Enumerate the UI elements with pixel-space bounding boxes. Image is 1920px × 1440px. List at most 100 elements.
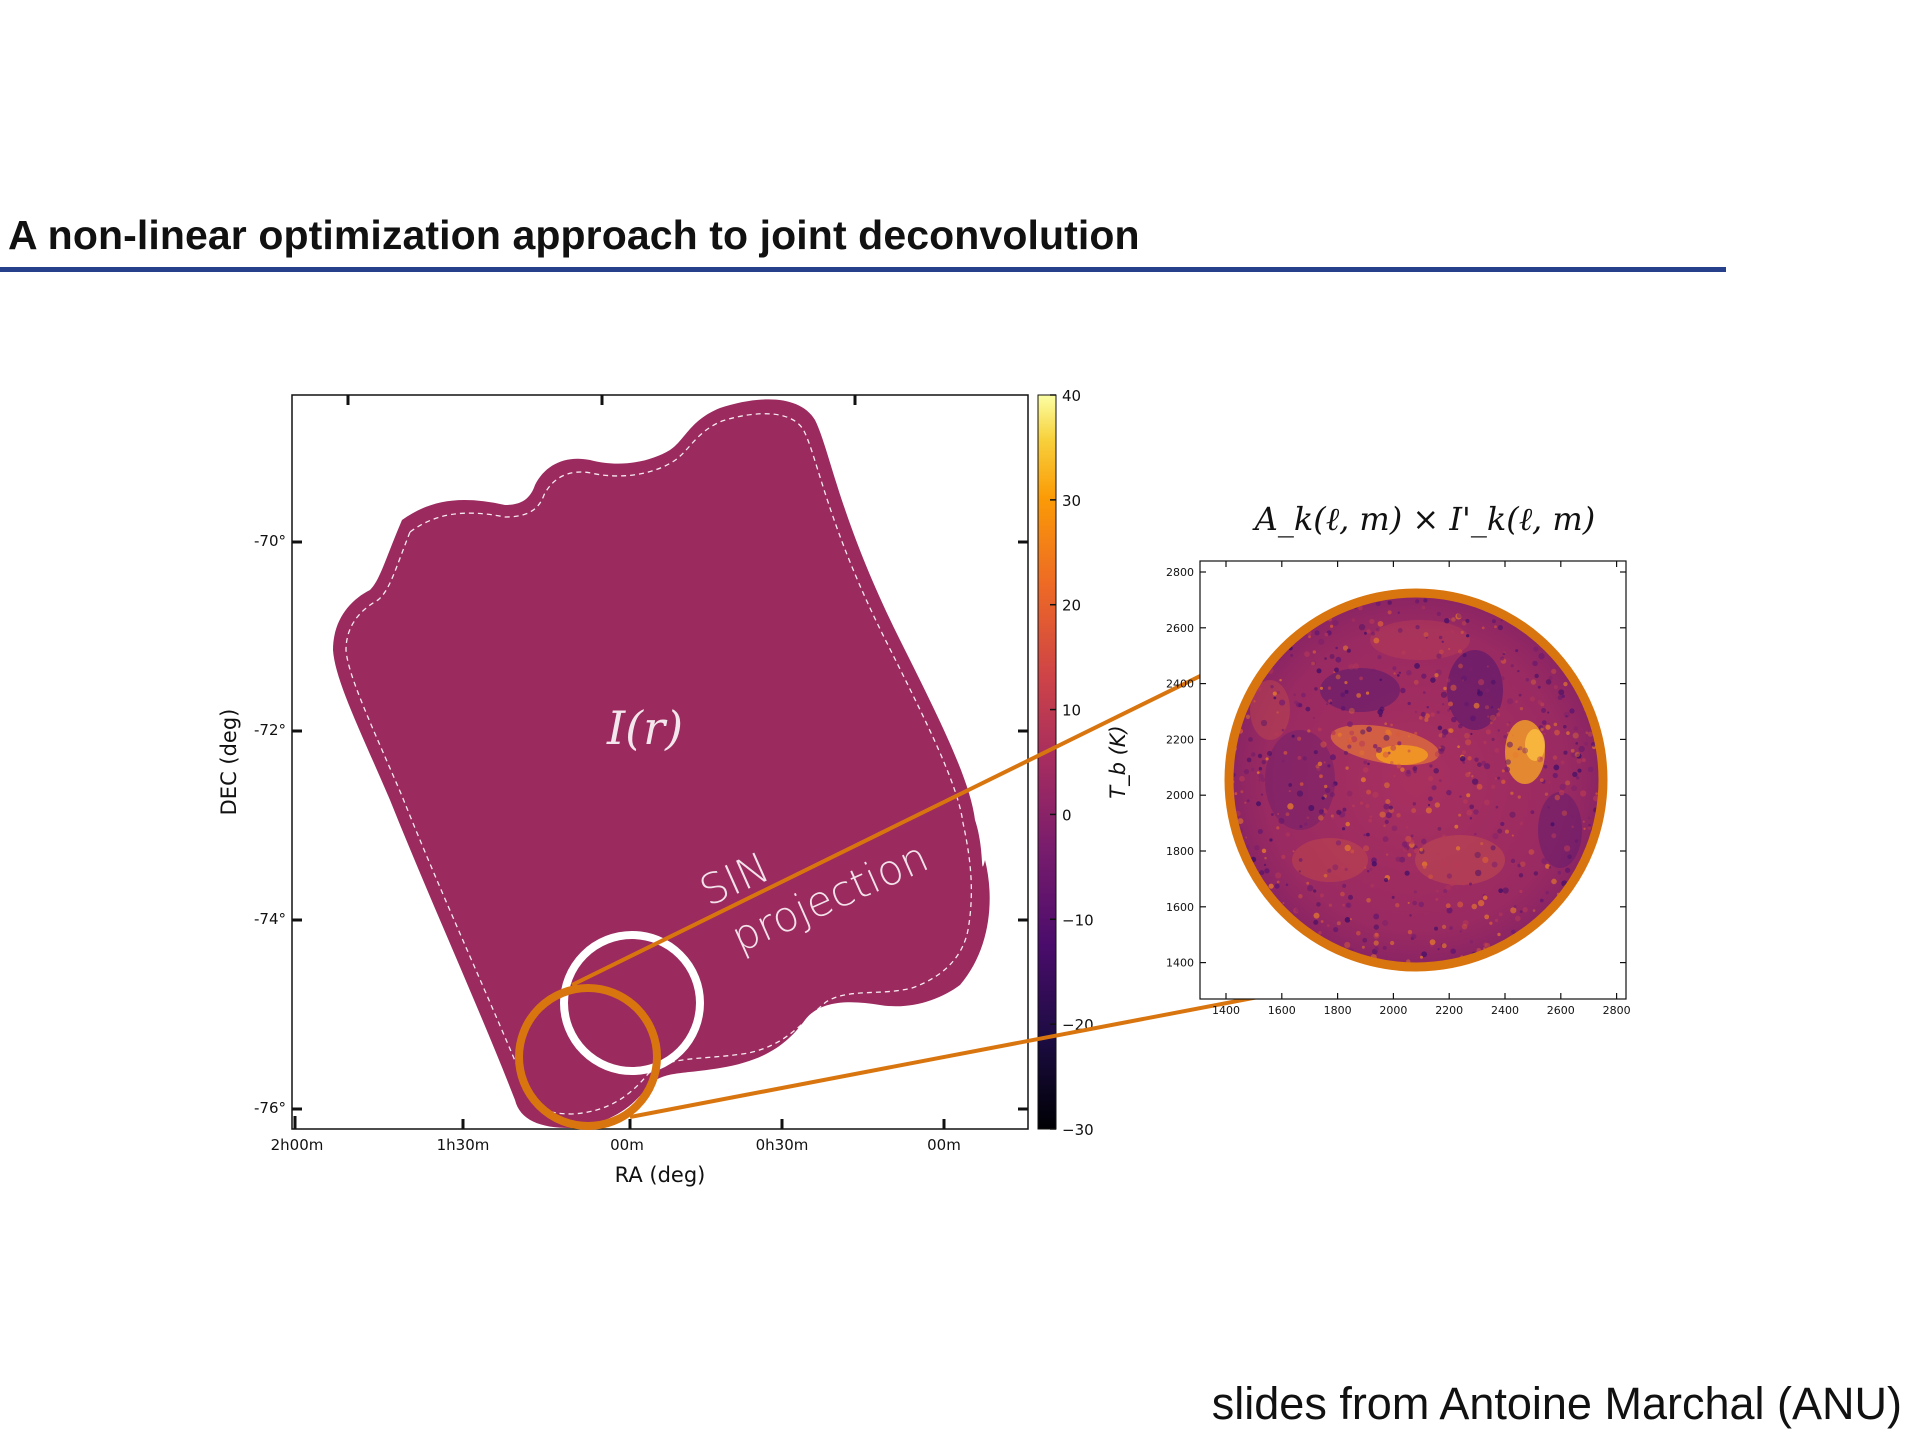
disk-speckle [1390,723,1393,727]
disk-speckle [1306,881,1310,885]
disk-speckle [1345,821,1350,827]
disk-speckle [1359,750,1365,756]
disk-speckle [1411,933,1417,940]
disk-speckle [1518,873,1524,878]
disk-speckle [1344,941,1351,948]
disk-speckle [1477,762,1482,767]
disk-speckle [1336,921,1341,926]
inset-xtick-label: 1800 [1324,1004,1352,1017]
disk-speckle [1484,705,1490,710]
disk-speckle [1316,668,1322,674]
disk-speckle [1544,792,1549,796]
disk-speckle [1477,690,1483,697]
disk-speckle [1260,793,1263,796]
disk-speckle [1553,764,1560,771]
disk-speckle [1506,741,1513,748]
disk-speckle [1350,736,1358,743]
disk-speckle [1560,760,1565,765]
disk-speckle [1264,868,1270,874]
disk-speckle [1397,611,1400,614]
disk-speckle [1537,700,1543,705]
disk-speckle [1470,880,1473,883]
disk-speckle [1248,737,1253,742]
slide-credit: slides from Antoine Marchal (ANU) [1211,1378,1902,1429]
disk-speckle [1374,946,1379,951]
disk-speckle [1369,815,1373,818]
colorbar-tick-label: 30 [1062,492,1081,510]
disk-speckle [1353,699,1357,703]
beam-circle-orange [515,984,661,1130]
disk-speckle [1473,809,1479,815]
disk-speckle [1421,861,1428,867]
disk-speckle [1519,821,1524,826]
beam-disk-outline [1224,588,1608,972]
disk-speckle [1382,836,1389,843]
disk-speckle [1460,630,1464,635]
disk-speckle [1395,856,1401,862]
disk-speckle [1468,666,1473,672]
disk-speckle [1446,789,1452,796]
disk-speckle [1497,776,1501,780]
disk-speckle [1415,599,1420,604]
disk-speckle [1318,809,1324,815]
disk-speckle [1391,825,1398,832]
disk-speckle [1449,926,1454,931]
disk-speckle [1539,898,1544,903]
inset-title: A_k(ℓ, m) × I'_k(ℓ, m) [1252,500,1595,538]
disk-speckle [1559,783,1566,791]
disk-speckle [1240,790,1244,794]
disk-speckle [1307,729,1311,733]
disk-speckle [1572,732,1579,739]
disk-speckle [1519,889,1523,894]
disk-speckle [1312,650,1316,654]
disk-speckle [1571,752,1577,758]
disk-speckle [1466,793,1471,798]
disk-speckle [1458,663,1463,669]
disk-speckle [1441,861,1448,867]
disk-speckle [1441,943,1447,949]
inset-ytick-label: 2600 [1166,622,1194,635]
disk-speckle [1421,838,1427,845]
disk-speckle [1455,846,1461,851]
disk-speckle [1437,827,1442,831]
disk-speckle [1335,840,1342,846]
disk-speckle [1477,724,1481,728]
disk-speckle [1327,686,1332,690]
disk-speckle [1407,735,1411,738]
disk-speckle [1522,907,1528,913]
disk-speckle [1414,731,1418,735]
disk-speckle [1539,756,1543,760]
disk-speckle [1366,897,1371,903]
disk-speckle [1392,666,1397,671]
disk-speckle [1350,849,1355,854]
disk-speckle [1396,763,1402,769]
disk-speckle [1340,865,1345,870]
disk-speckle [1369,867,1373,871]
disk-speckle [1323,807,1326,810]
coverage-region [333,399,990,1128]
disk-speckle [1501,779,1506,785]
disk-speckle [1360,777,1366,783]
disk-speckle [1346,790,1353,797]
inset-xtick-label: 2200 [1435,1004,1463,1017]
disk-speckle [1418,901,1425,908]
disk-speckle [1320,741,1327,748]
ytick-label: -74° [254,910,286,928]
disk-speckle [1364,631,1367,635]
disk-speckle [1293,693,1296,697]
disk-speckle [1544,846,1548,851]
disk-speckle [1294,700,1299,705]
disk-speckle [1276,880,1280,884]
disk-speckle [1258,767,1263,771]
disk-speckle [1557,870,1562,875]
disk-speckle [1377,655,1382,660]
disk-speckle [1281,759,1285,763]
disk-speckle [1588,824,1591,827]
disk-speckle [1410,834,1414,838]
disk-speckle [1295,907,1300,913]
disk-speckle [1558,689,1565,696]
disk-speckle [1471,903,1478,910]
colorbar-tick-label: 0 [1062,806,1072,824]
disk-speckle [1430,677,1436,683]
disk-speckle [1591,742,1596,747]
